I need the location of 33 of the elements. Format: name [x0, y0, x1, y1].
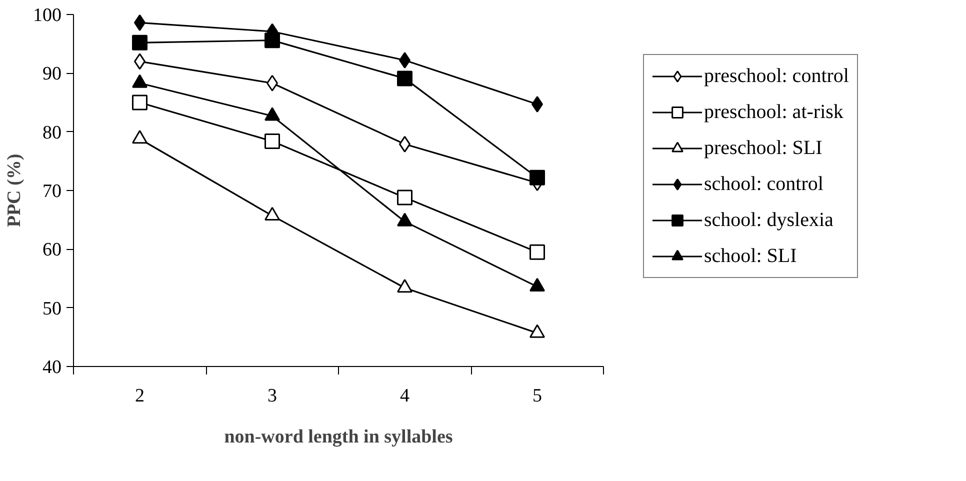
y-tick-label: 60: [42, 240, 62, 261]
point: [264, 133, 280, 149]
y-tick-label: 100: [33, 5, 62, 26]
point: [264, 32, 280, 48]
point: [132, 34, 148, 50]
legend-label: school: dyslexia: [704, 208, 834, 232]
point: [530, 324, 545, 338]
legend-label: preschool: at-risk: [704, 100, 844, 124]
point: [397, 70, 412, 86]
y-tick-label: 50: [42, 298, 62, 320]
point: [530, 278, 545, 292]
y-axis-title: PPC (%): [4, 154, 25, 228]
y-tick-label: 90: [42, 64, 62, 85]
y-tick-label: 40: [42, 357, 62, 378]
point: [530, 244, 545, 260]
x-axis-title: non-word length in syllables: [224, 426, 453, 448]
point: [132, 130, 148, 144]
point: [530, 170, 545, 186]
legend-label: school: control: [704, 172, 824, 196]
legend-label: preschool: control: [704, 64, 849, 88]
x-tick-label: 4: [400, 386, 410, 406]
legend-label: school: SLI: [704, 244, 797, 268]
point: [397, 190, 412, 206]
point: [264, 206, 280, 221]
y-tick-label: 80: [42, 122, 62, 144]
point: [132, 94, 148, 110]
x-tick-label: 5: [532, 386, 542, 406]
x-tick-label: 2: [135, 386, 144, 406]
y-tick-label: 70: [42, 181, 62, 202]
legend-label: preschool: SLI: [704, 136, 822, 160]
point: [397, 212, 412, 226]
point: [397, 279, 412, 293]
x-tick-label: 3: [268, 386, 277, 406]
